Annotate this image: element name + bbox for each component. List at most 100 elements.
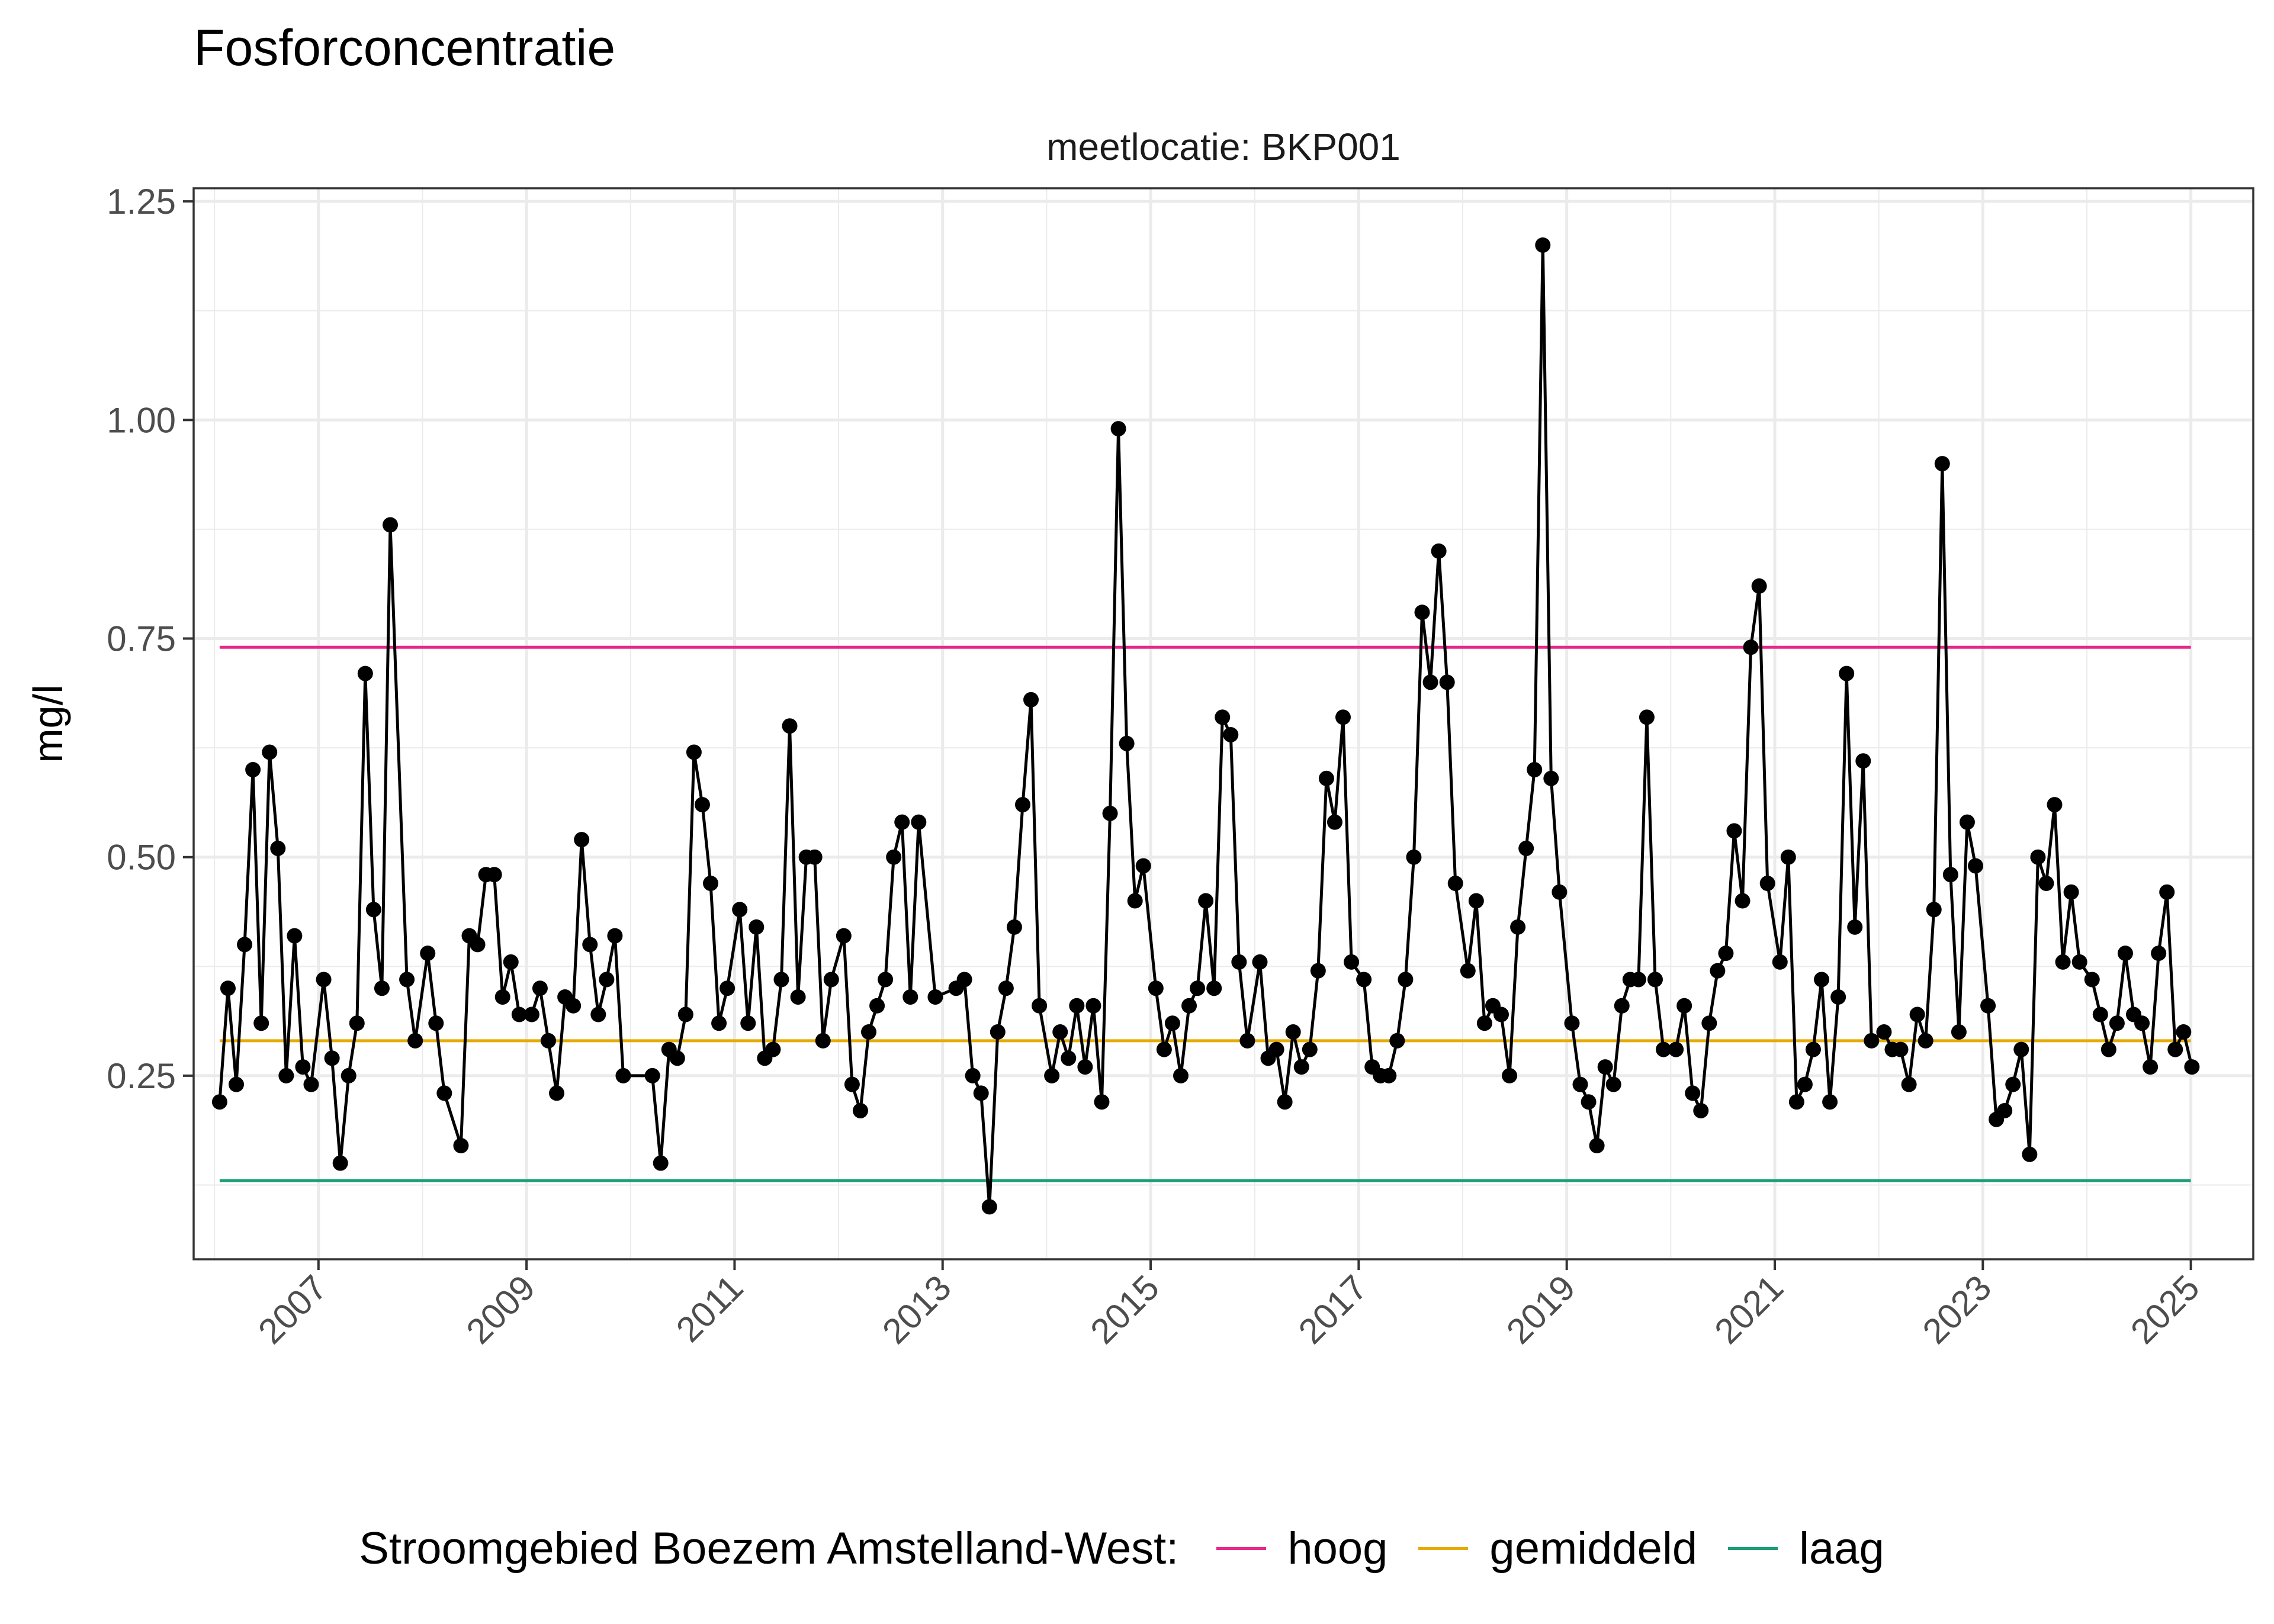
data-point (1847, 919, 1863, 935)
data-point (295, 1059, 311, 1075)
data-point (1909, 1006, 1925, 1022)
data-point (316, 972, 332, 988)
data-point (1518, 840, 1534, 856)
data-point (1926, 902, 1942, 918)
data-point (1893, 1041, 1909, 1057)
data-point (211, 1094, 227, 1110)
data-point (1398, 972, 1414, 988)
legend-key-hoog (1216, 1546, 1267, 1550)
data-point (349, 1015, 365, 1031)
data-point (2176, 1024, 2192, 1040)
data-point (2100, 1041, 2116, 1057)
x-tick-label: 2017 (1291, 1268, 1375, 1352)
data-point (1173, 1067, 1189, 1083)
x-tick-label: 2007 (250, 1268, 335, 1352)
data-point (374, 980, 390, 996)
data-point (1422, 674, 1438, 690)
data-point (1597, 1059, 1613, 1075)
data-point (1277, 1094, 1293, 1110)
data-point (365, 902, 381, 918)
data-point (607, 928, 623, 944)
panel-border (192, 187, 2254, 1260)
data-point (1414, 604, 1430, 620)
data-point (2151, 946, 2167, 961)
data-point (878, 972, 894, 988)
data-point (1231, 954, 1247, 970)
data-point (1156, 1041, 1172, 1057)
data-point (1759, 876, 1775, 892)
data-point (1805, 1041, 1821, 1057)
data-point (711, 1015, 727, 1031)
data-point (1302, 1041, 1318, 1057)
data-point (1223, 726, 1239, 742)
x-tick-label: 2023 (1915, 1268, 1999, 1352)
y-tick-label: 0.75 (107, 619, 176, 659)
data-point (332, 1155, 348, 1171)
data-point (1718, 946, 1734, 961)
data-point (270, 840, 286, 856)
data-point (1110, 421, 1126, 437)
x-tick-label: 2011 (669, 1268, 751, 1350)
data-point (1239, 1033, 1255, 1049)
data-point (511, 1006, 527, 1022)
data-point (1614, 998, 1630, 1014)
facet-strip-background (194, 124, 2253, 188)
data-point (1052, 1024, 1068, 1040)
legend-title: Stroomgebied Boezem Amstelland-West: (359, 1523, 1179, 1574)
data-point (1647, 972, 1663, 988)
data-point (1326, 814, 1342, 830)
data-point (861, 1024, 877, 1040)
data-point (1772, 954, 1788, 970)
data-point (1023, 692, 1039, 708)
data-point (420, 946, 436, 961)
data-point (1285, 1024, 1301, 1040)
data-point (453, 1138, 469, 1154)
data-point (278, 1067, 294, 1083)
data-point (590, 1006, 606, 1022)
data-point (1876, 1024, 1892, 1040)
data-point (1997, 1102, 2013, 1118)
data-point (1797, 1076, 1813, 1092)
data-point (1102, 805, 1118, 821)
data-point (1215, 709, 1231, 725)
x-tick-label: 2009 (459, 1268, 543, 1352)
data-point (1077, 1059, 1093, 1075)
data-point (1181, 998, 1197, 1014)
data-point (1581, 1094, 1597, 1110)
y-tick-label: 1.25 (107, 182, 176, 221)
data-point (869, 998, 885, 1014)
data-point (1006, 919, 1022, 935)
data-point (981, 1199, 997, 1215)
data-point (1901, 1076, 1917, 1092)
data-point (1164, 1015, 1180, 1031)
series-line (218, 243, 2193, 1208)
data-point (1476, 1015, 1492, 1031)
data-point (1934, 456, 1950, 472)
data-point (1780, 849, 1796, 865)
data-point (1942, 867, 1958, 883)
data-point (523, 1006, 539, 1022)
data-point (2143, 1059, 2159, 1075)
data-point (1552, 884, 1568, 900)
data-point (1693, 1102, 1709, 1118)
data-point (1743, 639, 1759, 655)
y-tick-label: 0.25 (107, 1056, 176, 1096)
data-point (1094, 1094, 1110, 1110)
data-point (303, 1076, 319, 1092)
data-point (1710, 963, 1726, 979)
data-point (1032, 998, 1048, 1014)
data-point (2109, 1015, 2125, 1031)
data-point (287, 928, 303, 944)
data-point (1381, 1067, 1397, 1083)
data-point (582, 937, 598, 953)
data-point (1572, 1076, 1588, 1092)
data-point (998, 980, 1014, 996)
data-point (852, 1102, 868, 1118)
data-point (902, 989, 918, 1005)
data-point (1502, 1067, 1518, 1083)
legend-key-gemiddeld (1418, 1546, 1469, 1550)
data-point (823, 972, 839, 988)
data-point (399, 972, 415, 988)
data-point (1335, 709, 1351, 725)
